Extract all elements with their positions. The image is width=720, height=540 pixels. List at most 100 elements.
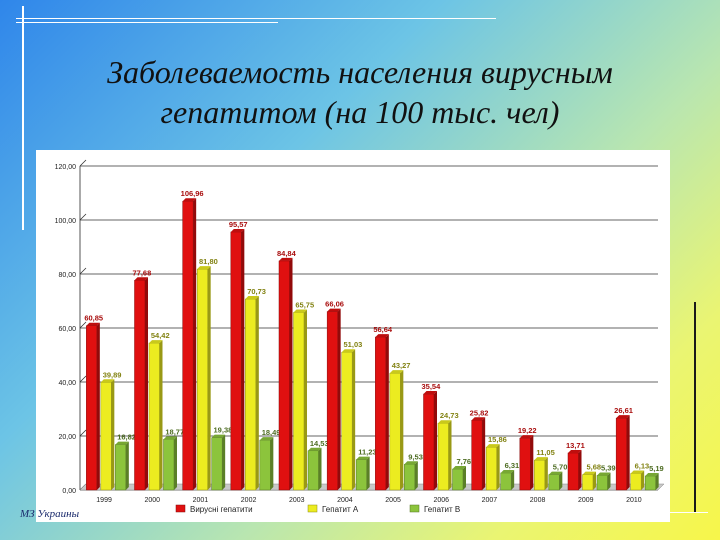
bar-top	[197, 266, 211, 270]
legend-swatch	[307, 504, 318, 513]
bar	[115, 444, 127, 491]
data-label: 56,64	[373, 325, 393, 334]
bar-top	[230, 228, 245, 232]
data-label: 18,77	[165, 427, 184, 436]
bar	[485, 446, 497, 491]
bar-side	[270, 437, 274, 490]
bar-top	[616, 415, 630, 419]
bar	[148, 342, 160, 491]
bar	[375, 336, 387, 491]
bar-side	[655, 472, 659, 490]
bar-side	[193, 198, 197, 490]
y-tick-label: 40,00	[58, 380, 76, 387]
bar	[341, 351, 353, 491]
data-label: 14,53	[310, 439, 329, 448]
data-label: 11,05	[536, 448, 554, 457]
data-label: 19,38	[214, 426, 233, 435]
data-label: 5,68	[586, 463, 601, 472]
bar	[100, 382, 112, 491]
bar	[196, 268, 208, 491]
bar	[630, 473, 642, 491]
bar-side	[207, 266, 211, 490]
x-tick-label: 2010	[626, 497, 642, 504]
data-label: 18,49	[262, 428, 281, 437]
bar	[500, 472, 512, 491]
data-label: 106,96	[181, 189, 204, 198]
bar-side	[463, 466, 466, 490]
y-tick-label: 80,00	[58, 272, 76, 279]
bar	[423, 393, 435, 491]
bar-side	[530, 435, 534, 490]
data-label: 35,54	[422, 382, 442, 391]
data-label: 51,03	[344, 340, 363, 349]
data-label: 70,73	[247, 287, 266, 296]
chart-panel: 0,00 20,00 40,00 60,00 80,00 100,00 120,00 60,8…	[36, 150, 670, 522]
bar-top	[630, 470, 645, 474]
bar-top	[163, 436, 177, 440]
bar-top	[645, 472, 659, 476]
data-label: 5,19	[649, 464, 664, 473]
bar-side	[496, 444, 500, 490]
bar-top	[500, 469, 515, 473]
bar-side	[366, 456, 370, 490]
data-label: 6,31	[505, 461, 520, 470]
x-tick-label: 2003	[289, 497, 305, 504]
bar	[567, 452, 579, 491]
bar-top	[423, 391, 437, 395]
data-label: 25,82	[470, 408, 489, 417]
x-tick-label: 2004	[337, 497, 353, 504]
bar	[278, 260, 290, 491]
y-tick-label: 60,00	[58, 326, 76, 333]
bar-side	[96, 322, 100, 490]
data-label: 65,75	[295, 300, 314, 309]
y-tick-label: 0,00	[62, 488, 76, 495]
bar	[437, 422, 449, 491]
bar	[245, 298, 257, 491]
bar-top	[471, 417, 486, 421]
bar	[548, 474, 560, 491]
data-label: 84,84	[277, 249, 297, 258]
bar	[86, 325, 98, 491]
bar	[293, 312, 305, 491]
data-label: 5,39	[601, 463, 616, 472]
bar	[596, 475, 608, 491]
legend-swatch	[175, 504, 186, 513]
bar-side	[318, 447, 322, 490]
bar	[582, 474, 594, 491]
bar-side	[593, 471, 596, 490]
bar-top	[356, 456, 370, 460]
bar-side	[641, 470, 645, 490]
x-tick-label: 2009	[578, 497, 594, 504]
legend-label: Вирусні гепатити	[190, 505, 253, 514]
bar-top	[327, 308, 341, 312]
bar-top	[134, 277, 148, 281]
legend-swatch	[409, 504, 420, 513]
data-label: 95,57	[229, 220, 248, 229]
bar-side	[289, 257, 293, 490]
gridline-depth	[79, 375, 87, 383]
footer-text: МЗ Украины	[20, 508, 80, 520]
bar-top	[211, 434, 226, 438]
bar-side	[559, 471, 563, 490]
bar-side	[544, 457, 548, 490]
x-tick-label: 2000	[144, 497, 160, 504]
bar-side	[400, 370, 404, 490]
bar-top	[389, 370, 404, 374]
bar-side	[414, 461, 418, 490]
bar-top	[582, 471, 596, 475]
data-label: 39,89	[103, 370, 122, 379]
data-label: 6,13	[635, 461, 650, 470]
bar-chart: 0,00 20,00 40,00 60,00 80,00 100,00 120,00 60,8…	[55, 159, 665, 514]
bar-top	[404, 461, 418, 465]
bar-side	[626, 415, 630, 490]
data-label: 26,61	[614, 406, 633, 415]
data-label: 15,86	[488, 435, 507, 444]
decorative-line-top-short	[16, 22, 278, 23]
gridline-depth	[79, 267, 87, 275]
decorative-line-right	[694, 302, 696, 512]
bar	[644, 475, 656, 491]
bar	[404, 464, 416, 491]
data-label: 19,22	[518, 426, 537, 435]
bar	[163, 439, 175, 491]
data-label: 16,82	[117, 433, 136, 442]
